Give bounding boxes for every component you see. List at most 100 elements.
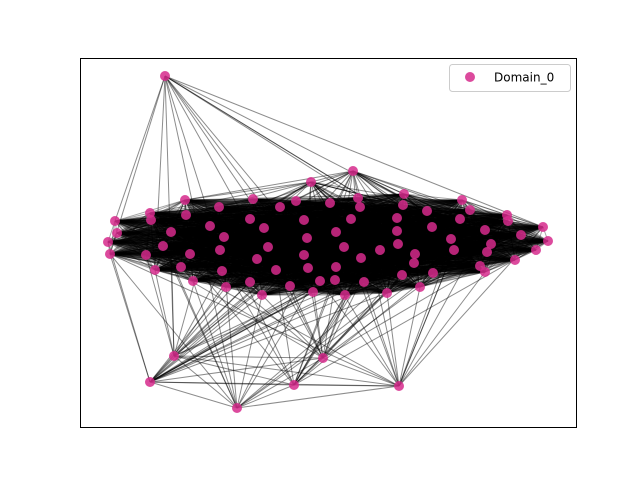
- edge: [162, 230, 398, 247]
- edge: [289, 218, 352, 287]
- edge: [114, 220, 452, 240]
- edge: [279, 206, 305, 256]
- edge: [180, 200, 297, 268]
- edge: [252, 197, 359, 200]
- edge: [363, 193, 405, 283]
- edge: [306, 226, 433, 239]
- edge: [209, 225, 305, 256]
- edge: [307, 267, 346, 296]
- edge: [350, 218, 455, 251]
- edge: [352, 170, 399, 245]
- edge: [218, 206, 492, 245]
- edge: [289, 274, 403, 287]
- edge: [107, 241, 269, 248]
- edge: [223, 236, 227, 288]
- edge: [185, 214, 291, 287]
- edge: [221, 209, 471, 272]
- edge: [329, 202, 403, 276]
- edge: [256, 214, 508, 260]
- edge: [116, 232, 251, 283]
- edge: [145, 217, 398, 256]
- edge: [192, 210, 428, 282]
- edge: [263, 204, 404, 229]
- edge: [350, 218, 416, 255]
- edge: [275, 217, 398, 271]
- edge: [329, 202, 415, 264]
- node: [299, 250, 309, 260]
- edge: [279, 206, 314, 293]
- edge: [170, 218, 461, 233]
- node: [221, 282, 231, 292]
- edge: [218, 206, 544, 228]
- node: [275, 202, 285, 212]
- node: [331, 227, 341, 237]
- edge: [344, 243, 399, 296]
- edge: [357, 197, 388, 294]
- edge: [150, 219, 223, 272]
- edge: [352, 170, 486, 273]
- edge: [114, 220, 421, 288]
- edge: [295, 200, 544, 228]
- edge: [162, 219, 305, 247]
- edge: [180, 219, 305, 268]
- edge: [109, 243, 399, 255]
- edge: [154, 234, 522, 271]
- edge: [293, 279, 336, 386]
- edge: [343, 193, 405, 248]
- edge: [363, 265, 481, 283]
- node: [302, 233, 312, 243]
- edge: [170, 214, 508, 233]
- node: [315, 276, 325, 286]
- edge: [192, 246, 345, 282]
- edge: [116, 206, 220, 234]
- node: [232, 403, 242, 413]
- edge: [223, 236, 537, 251]
- edge: [180, 266, 336, 281]
- edge: [225, 226, 433, 288]
- edge: [170, 206, 281, 233]
- edge: [116, 232, 221, 251]
- edge: [185, 214, 433, 228]
- edge: [263, 227, 403, 276]
- edge: [329, 193, 405, 204]
- edge: [218, 206, 461, 220]
- edge: [109, 219, 305, 255]
- edge: [359, 206, 486, 273]
- edge: [225, 262, 415, 288]
- edge: [107, 225, 211, 243]
- edge: [397, 243, 537, 251]
- edge: [149, 292, 388, 383]
- edge: [267, 246, 321, 282]
- node: [158, 241, 168, 251]
- edge: [396, 226, 433, 232]
- edge: [209, 225, 365, 283]
- edge: [275, 197, 359, 271]
- edge: [386, 229, 486, 294]
- edge: [149, 212, 265, 229]
- edge: [295, 200, 352, 220]
- edge: [236, 214, 508, 409]
- edge: [334, 259, 516, 281]
- edge: [116, 206, 361, 234]
- edge: [109, 253, 277, 271]
- edge: [225, 210, 428, 288]
- edge: [279, 206, 399, 245]
- edge: [154, 204, 404, 271]
- edge: [275, 269, 321, 282]
- node: [257, 290, 267, 300]
- edge: [303, 209, 471, 256]
- edge: [306, 237, 415, 264]
- edge: [249, 218, 381, 251]
- edge: [256, 243, 399, 260]
- edge: [403, 193, 421, 288]
- edge: [312, 291, 346, 296]
- node: [160, 71, 170, 81]
- edge: [219, 249, 258, 260]
- edge: [306, 237, 549, 242]
- edge: [145, 229, 486, 256]
- edge: [484, 226, 544, 231]
- edge: [307, 218, 352, 269]
- edge: [221, 198, 254, 272]
- edge: [109, 253, 388, 294]
- edge: [114, 220, 481, 267]
